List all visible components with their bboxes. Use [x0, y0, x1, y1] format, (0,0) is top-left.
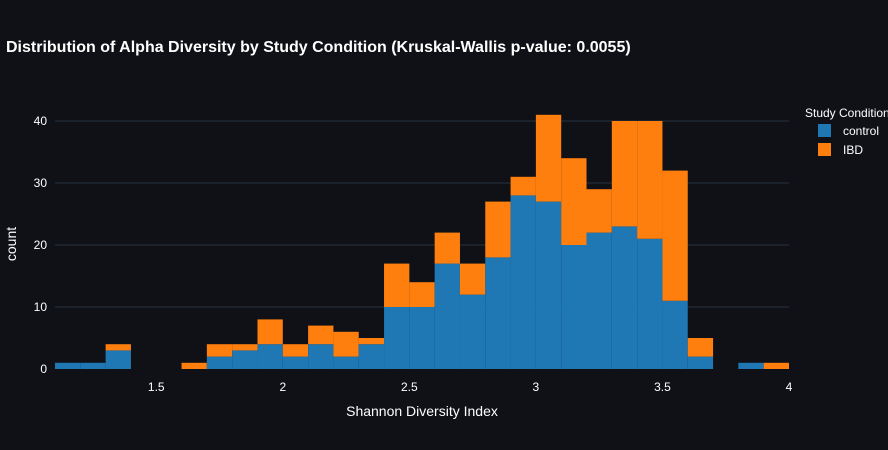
bar-control-bin-19[interactable]	[535, 201, 562, 369]
y-axis-label: count	[3, 227, 19, 261]
bar-ibd-bin-7[interactable]	[232, 344, 258, 351]
bar-control-bin-20[interactable]	[561, 245, 587, 369]
bar-control-bin-18[interactable]	[510, 195, 536, 369]
legend-item-control[interactable]: control	[818, 124, 879, 138]
bar-control-bin-12[interactable]	[358, 344, 385, 369]
y-tick-label: 40	[34, 114, 48, 128]
bar-ibd-bin-12[interactable]	[358, 338, 385, 345]
bar-control-bin-24[interactable]	[662, 300, 688, 369]
y-tick-label: 30	[34, 176, 48, 190]
bar-ibd-bin-24[interactable]	[662, 170, 688, 301]
legend-label-control: control	[843, 124, 879, 138]
bar-ibd-bin-13[interactable]	[384, 263, 410, 307]
bar-control-bin-6[interactable]	[206, 356, 233, 369]
legend-title: Study Condition	[805, 106, 888, 120]
bar-ibd-bin-5[interactable]	[181, 362, 207, 369]
bar-ibd-bin-8[interactable]	[257, 319, 283, 345]
bar-ibd-bin-17[interactable]	[485, 201, 511, 258]
x-axis-ticks: 1.5 2 2.5 3 3.5 4	[148, 380, 793, 394]
chart-title: Distribution of Alpha Diversity by Study…	[6, 39, 631, 56]
legend[interactable]: Study Condition control IBD	[805, 106, 888, 157]
bar-control-bin-15[interactable]	[434, 263, 460, 369]
bar-control-bin-11[interactable]	[333, 356, 359, 369]
bar-ibd-bin-16[interactable]	[459, 263, 486, 295]
x-tick-label: 1.5	[148, 380, 165, 394]
bar-ibd-bin-10[interactable]	[308, 325, 334, 345]
y-tick-label: 10	[34, 300, 48, 314]
bar-ibd-bin-14[interactable]	[409, 282, 435, 307]
x-axis-label: Shannon Diversity Index	[346, 403, 498, 419]
bar-control-bin-0[interactable]	[55, 362, 81, 369]
bar-control-bin-17[interactable]	[485, 257, 511, 369]
bar-control-bin-14[interactable]	[409, 307, 435, 369]
bar-control-bin-1[interactable]	[80, 362, 106, 369]
bar-ibd-bin-2[interactable]	[105, 344, 131, 351]
bar-ibd-bin-28[interactable]	[763, 362, 789, 369]
bar-ibd-bin-6[interactable]	[206, 344, 233, 357]
x-tick-label: 4	[786, 380, 793, 394]
bar-control-bin-22[interactable]	[611, 226, 638, 369]
bar-ibd-bin-11[interactable]	[333, 331, 359, 357]
legend-item-ibd[interactable]: IBD	[818, 143, 863, 157]
bar-control-bin-9[interactable]	[282, 356, 309, 369]
bar-control-bin-21[interactable]	[586, 232, 612, 369]
x-tick-label: 2	[279, 380, 286, 394]
bar-ibd-bin-22[interactable]	[611, 121, 638, 227]
bar-ibd-bin-20[interactable]	[561, 158, 587, 245]
bar-ibd-bin-9[interactable]	[282, 344, 309, 357]
bar-ibd-bin-15[interactable]	[434, 232, 460, 264]
legend-swatch-control	[818, 124, 831, 137]
y-tick-label: 0	[40, 362, 47, 376]
x-tick-label: 2.5	[401, 380, 418, 394]
bar-control-bin-16[interactable]	[459, 294, 486, 369]
bar-ibd-bin-25[interactable]	[687, 338, 714, 357]
bar-control-bin-13[interactable]	[384, 307, 410, 369]
bar-control-bin-27[interactable]	[738, 362, 764, 369]
bar-control-bin-23[interactable]	[637, 238, 663, 369]
bars-layer	[55, 114, 789, 369]
bar-control-bin-25[interactable]	[687, 356, 714, 369]
bar-ibd-bin-21[interactable]	[586, 189, 612, 233]
bar-ibd-bin-19[interactable]	[535, 114, 562, 202]
x-tick-label: 3	[533, 380, 540, 394]
y-tick-label: 20	[34, 238, 48, 252]
bar-control-bin-10[interactable]	[308, 344, 334, 369]
bar-ibd-bin-18[interactable]	[510, 176, 536, 196]
bar-ibd-bin-23[interactable]	[637, 121, 663, 239]
bar-control-bin-8[interactable]	[257, 344, 283, 369]
bar-control-bin-2[interactable]	[105, 350, 131, 369]
x-tick-label: 3.5	[654, 380, 671, 394]
bar-control-bin-7[interactable]	[232, 350, 258, 369]
legend-swatch-ibd	[818, 143, 831, 156]
y-axis-ticks: 0 10 20 30 40	[34, 114, 48, 376]
legend-label-ibd: IBD	[843, 143, 863, 157]
